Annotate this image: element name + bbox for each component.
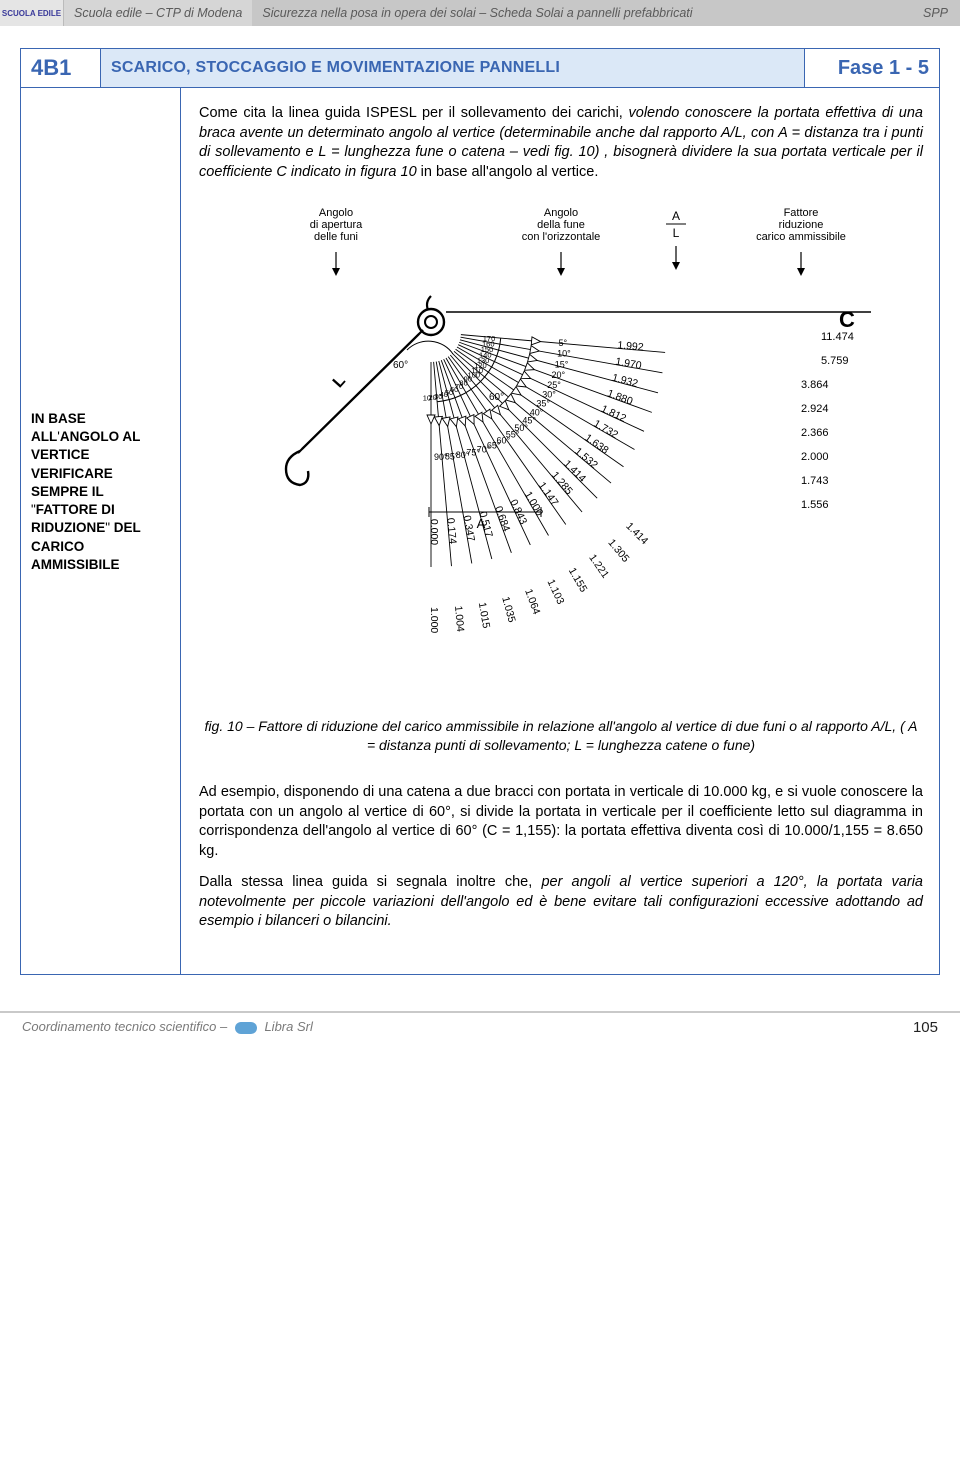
svg-text:1.305: 1.305 <box>605 537 631 565</box>
header-logo: SCUOLA EDILE <box>0 0 64 26</box>
svg-text:1.035: 1.035 <box>499 596 517 625</box>
header-code: SPP <box>911 0 960 26</box>
svg-text:1.743: 1.743 <box>801 475 829 487</box>
sidebar-text: IN BASE ALL'ANGOLO AL VERTICE VERIFICARE… <box>31 410 172 574</box>
svg-text:L: L <box>330 373 349 392</box>
svg-text:Fattore: Fattore <box>784 207 819 219</box>
section-title: SCARICO, STOCCAGGIO E MOVIMENTAZIONE PAN… <box>101 49 805 88</box>
svg-text:90°: 90° <box>434 452 448 462</box>
svg-text:Angolo: Angolo <box>319 207 353 219</box>
svg-text:Angolo: Angolo <box>544 207 578 219</box>
sidebar-note: IN BASE ALL'ANGOLO AL VERTICE VERIFICARE… <box>20 88 180 975</box>
svg-text:20°: 20° <box>551 370 565 380</box>
svg-text:1.155: 1.155 <box>566 566 590 595</box>
svg-text:1.000: 1.000 <box>428 607 440 633</box>
header-source: Scuola edile – CTP di Modena <box>64 0 252 26</box>
svg-text:0.174: 0.174 <box>444 518 458 545</box>
svg-text:1.992: 1.992 <box>617 340 644 354</box>
svg-text:L: L <box>673 226 680 240</box>
warning-paragraph: Dalla stessa linea guida si segnala inol… <box>199 873 923 932</box>
svg-text:60°: 60° <box>393 360 408 371</box>
main-content: Come cita la linea guida ISPESL per il s… <box>180 88 940 975</box>
example-paragraph: Ad esempio, disponendo di una catena a d… <box>199 783 923 861</box>
svg-text:1.015: 1.015 <box>476 602 492 630</box>
page-footer: Coordinamento tecnico scientifico – Libr… <box>0 1011 960 1050</box>
svg-text:11.474: 11.474 <box>821 331 854 343</box>
page-number: 105 <box>913 1019 938 1036</box>
svg-text:1.103: 1.103 <box>545 578 567 607</box>
figure-caption: fig. 10 – Fattore di riduzione del caric… <box>204 717 918 755</box>
intro-paragraph: Come cita la linea guida ISPESL per il s… <box>199 104 923 182</box>
svg-text:1.556: 1.556 <box>801 499 829 511</box>
svg-text:1.064: 1.064 <box>522 588 542 617</box>
header-doc-title: Sicurezza nella posa in opera dei solai … <box>252 0 911 26</box>
svg-text:5.759: 5.759 <box>821 355 849 367</box>
svg-text:2.000: 2.000 <box>801 451 829 463</box>
svg-text:0.684: 0.684 <box>492 505 512 534</box>
svg-text:1.221: 1.221 <box>586 552 611 581</box>
svg-text:10: 10 <box>423 394 431 403</box>
svg-text:della fune: della fune <box>537 219 585 231</box>
svg-text:con l'orizzontale: con l'orizzontale <box>522 231 601 243</box>
svg-text:1.004: 1.004 <box>452 605 466 632</box>
section-number: 4B1 <box>21 49 101 88</box>
diagram-svg: Angolodi aperturadelle funiAngolodella f… <box>241 202 881 702</box>
footer-credit: Coordinamento tecnico scientifico – Libr… <box>22 1019 313 1036</box>
svg-text:0.347: 0.347 <box>460 515 476 543</box>
svg-text:delle funi: delle funi <box>314 231 358 243</box>
svg-text:di apertura: di apertura <box>310 219 363 231</box>
section-phase: Fase 1 - 5 <box>805 49 940 88</box>
svg-text:A: A <box>672 209 680 223</box>
svg-text:C: C <box>839 307 855 332</box>
svg-text:0.000: 0.000 <box>428 519 440 545</box>
svg-text:3.864: 3.864 <box>801 379 829 391</box>
svg-text:1.970: 1.970 <box>614 356 642 372</box>
page-header: SCUOLA EDILE Scuola edile – CTP di Moden… <box>0 0 960 26</box>
svg-text:1.932: 1.932 <box>611 372 640 390</box>
svg-text:riduzione: riduzione <box>779 219 824 231</box>
svg-text:A: A <box>477 516 486 531</box>
svg-text:2.366: 2.366 <box>801 427 829 439</box>
diagram-figure-10: Angolodi aperturadelle funiAngolodella f… <box>199 202 923 702</box>
footer-logo-icon <box>235 1022 257 1034</box>
section-title-bar: 4B1 SCARICO, STOCCAGGIO E MOVIMENTAZIONE… <box>20 48 940 88</box>
svg-text:15°: 15° <box>555 360 569 370</box>
svg-text:5°: 5° <box>559 338 568 348</box>
svg-text:carico ammissibile: carico ammissibile <box>756 231 846 243</box>
svg-text:2.924: 2.924 <box>801 403 829 415</box>
svg-text:1.414: 1.414 <box>623 520 650 547</box>
svg-text:25°: 25° <box>547 380 561 390</box>
svg-text:10°: 10° <box>557 349 571 359</box>
